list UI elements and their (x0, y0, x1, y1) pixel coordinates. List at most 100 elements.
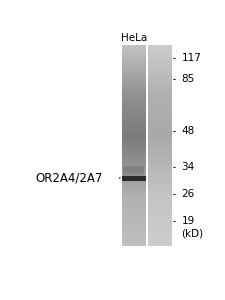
Bar (122, 100, 145, 101)
Bar (148, 196, 171, 197)
Bar (122, 156, 145, 157)
Bar (148, 176, 171, 177)
Bar (122, 184, 145, 185)
Bar (148, 158, 171, 159)
Bar (122, 104, 145, 105)
Bar (122, 230, 145, 231)
Bar (122, 137, 145, 138)
Bar (122, 81, 145, 82)
Bar (148, 227, 171, 228)
Bar (148, 98, 171, 99)
Bar (122, 94, 145, 95)
Bar (122, 203, 145, 204)
Bar (148, 115, 171, 116)
Bar (148, 63, 171, 64)
Bar (122, 115, 145, 116)
Bar (148, 185, 171, 186)
Bar (122, 157, 145, 158)
Bar (122, 205, 145, 206)
Bar (122, 216, 145, 217)
Bar (148, 147, 171, 148)
Bar (148, 97, 171, 98)
Bar (148, 228, 171, 229)
Bar (148, 229, 171, 230)
Bar (122, 85, 145, 86)
Text: (kD): (kD) (181, 229, 203, 238)
Bar (148, 200, 171, 201)
Bar (122, 86, 145, 87)
Bar (148, 149, 171, 150)
Bar (148, 79, 171, 80)
Bar (122, 73, 145, 74)
Bar (148, 211, 171, 212)
Bar (122, 103, 145, 104)
Bar (122, 144, 145, 145)
Bar (148, 168, 171, 169)
Bar (122, 122, 145, 123)
Bar (122, 243, 145, 244)
Bar (148, 181, 171, 182)
Bar (148, 80, 171, 81)
Bar (148, 203, 171, 204)
Bar (122, 62, 145, 63)
Bar (122, 82, 145, 83)
Bar (148, 128, 171, 129)
Bar (148, 151, 171, 152)
Bar (122, 231, 145, 232)
Bar (148, 129, 171, 130)
Bar (148, 92, 171, 93)
Bar (122, 219, 145, 220)
Bar (122, 53, 145, 54)
Bar (148, 64, 171, 65)
Bar (148, 116, 171, 117)
Bar (148, 161, 171, 162)
Bar (122, 89, 145, 90)
Bar (122, 202, 145, 203)
Bar (122, 133, 145, 134)
Bar (148, 88, 171, 89)
Bar (122, 67, 145, 68)
Bar (122, 143, 145, 144)
Bar (122, 135, 145, 136)
Bar (148, 60, 171, 61)
Bar (148, 102, 171, 103)
Bar (148, 230, 171, 231)
Bar (122, 107, 145, 108)
Bar (122, 234, 145, 235)
Bar (122, 192, 145, 193)
Bar (148, 219, 171, 220)
Bar (122, 242, 145, 243)
Bar (148, 162, 171, 163)
Bar (148, 240, 171, 241)
Bar (122, 168, 145, 169)
Bar (148, 152, 171, 153)
Bar (148, 139, 171, 140)
Bar (148, 209, 171, 210)
Bar (122, 149, 145, 150)
Bar (122, 162, 145, 163)
Bar (122, 244, 145, 245)
Bar (148, 118, 171, 119)
Bar (122, 147, 145, 148)
Bar (148, 224, 171, 225)
Bar (148, 156, 171, 157)
Bar (148, 74, 171, 75)
Bar (122, 245, 145, 246)
Bar (122, 158, 145, 159)
Bar (148, 90, 171, 91)
Bar (122, 116, 145, 117)
Bar (122, 152, 145, 153)
Bar (122, 151, 145, 152)
Bar (122, 51, 145, 52)
Bar (148, 47, 171, 48)
Bar (148, 104, 171, 105)
Bar (148, 124, 171, 125)
Bar (148, 155, 171, 156)
Bar (148, 180, 171, 181)
Bar (122, 176, 145, 177)
Bar (148, 184, 171, 185)
Bar (148, 238, 171, 239)
Bar (148, 182, 171, 183)
Bar (122, 173, 145, 174)
Bar (148, 190, 171, 191)
